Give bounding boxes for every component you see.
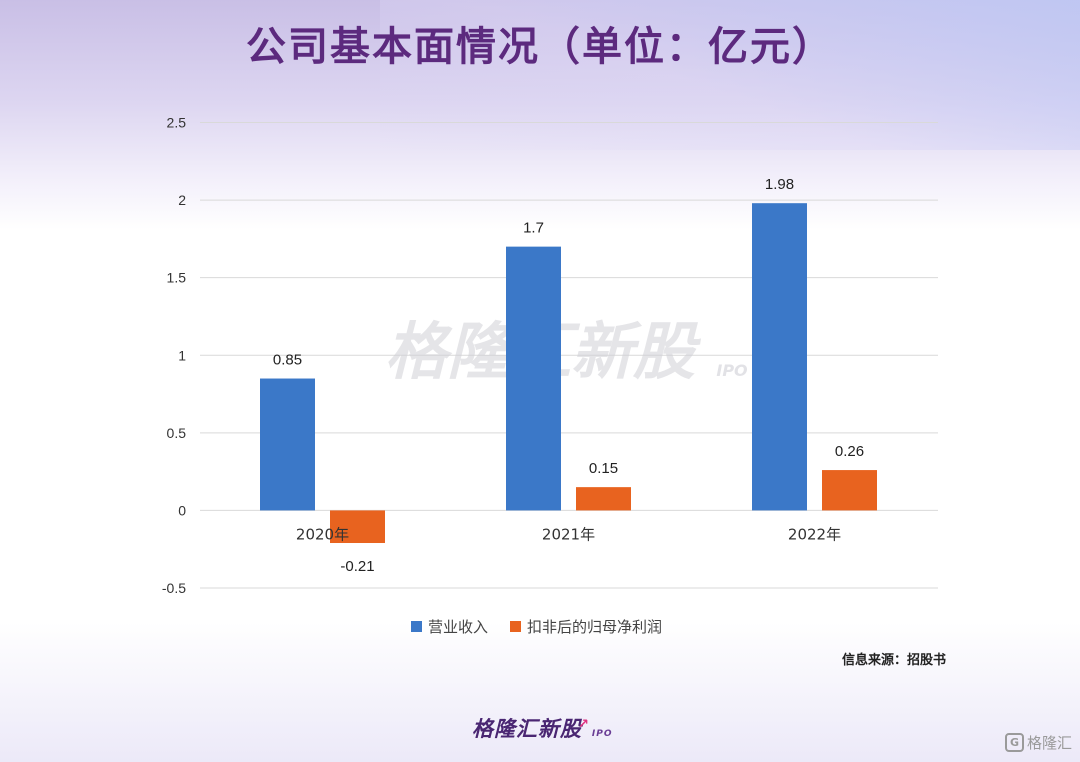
bar-net-profit: [330, 510, 385, 544]
footer-background: [0, 622, 1080, 762]
data-label: 1.98: [765, 176, 794, 193]
x-axis-ticks: 2020年 2021年 2022年: [296, 525, 841, 543]
x-tick-label: 2020年: [296, 525, 349, 543]
bar-revenue: [260, 378, 315, 511]
page-title: 公司基本面情况（单位：亿元）: [246, 23, 834, 70]
corner-logo-text: 格隆汇: [1026, 734, 1072, 752]
footer-logo-ipo: IPO: [591, 729, 613, 739]
legend-swatch: [411, 621, 422, 632]
data-labels: 0.85 -0.21 1.7 0.15 1.98 0.26: [273, 176, 864, 575]
trend-arrow-icon: ↗: [578, 717, 590, 732]
y-tick-label: 2.5: [167, 115, 187, 131]
legend: 营业收入 扣非后的归母净利润: [411, 618, 662, 636]
y-tick-label: 1.5: [167, 270, 187, 286]
footer-logo-text: 格隆汇新股: [472, 717, 582, 741]
legend-label: 营业收入: [428, 618, 488, 636]
y-tick-label: 0.5: [167, 425, 187, 441]
grid-lines: [200, 122, 938, 589]
data-label: 1.7: [523, 220, 544, 237]
legend-swatch: [510, 621, 521, 632]
bar-revenue: [506, 246, 561, 511]
bar-revenue: [752, 203, 807, 511]
x-tick-label: 2022年: [788, 525, 841, 543]
footer-logo: 格隆汇新股↗IPO: [472, 713, 613, 743]
y-tick-label: 0: [178, 502, 186, 518]
data-label: 0.85: [273, 352, 302, 369]
legend-label: 扣非后的归母净利润: [527, 618, 662, 636]
y-tick-label: 1: [178, 347, 186, 363]
brand-g-icon: G: [1004, 733, 1024, 752]
x-tick-label: 2021年: [542, 525, 595, 543]
y-tick-label: 2: [178, 192, 186, 208]
data-label: -0.21: [340, 558, 374, 575]
bar-chart: 2.521.510.50-0.5 格隆汇新股 IPO 0.85-0.211.70…: [162, 115, 938, 636]
bars: [260, 203, 877, 544]
y-axis-ticks: 2.5 2 1.5 1 0.5 0 -0.5: [162, 115, 186, 597]
source-note: 信息来源：招股书: [841, 653, 946, 668]
data-label: 0.26: [835, 443, 864, 460]
y-tick-label: -0.5: [162, 580, 186, 596]
data-label: 0.15: [589, 460, 618, 477]
header-accent: [380, 0, 1080, 150]
corner-logo: G 格隆汇: [1004, 732, 1072, 753]
watermark-ipo-text: IPO: [716, 361, 748, 380]
bar-net-profit: [822, 470, 877, 511]
bar-net-profit: [576, 487, 631, 511]
